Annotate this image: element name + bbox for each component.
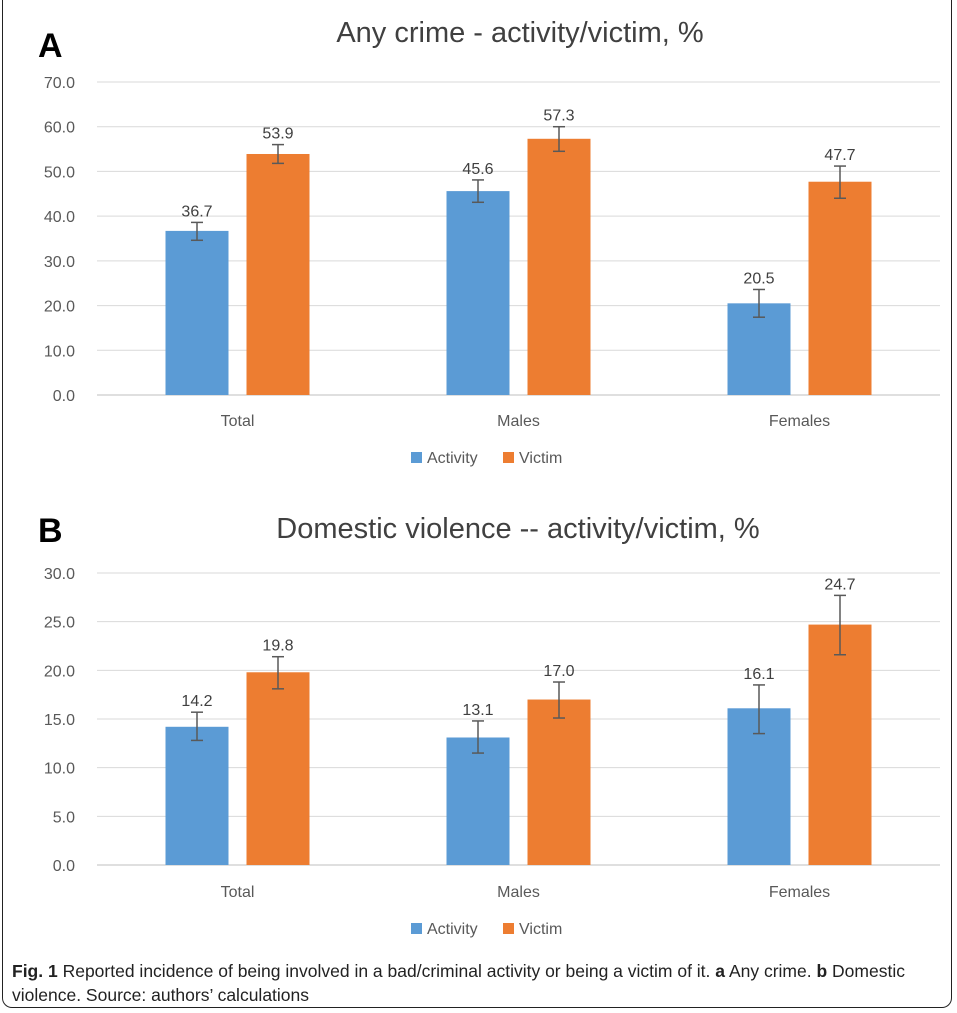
caption-b-label: b [816, 961, 828, 981]
y-tick-label: 20.0 [44, 299, 75, 316]
caption-b-text: Domestic violence. Source: authors’ calc… [12, 961, 905, 1005]
data-label: 53.9 [262, 126, 293, 143]
y-tick-label: 60.0 [44, 120, 75, 137]
bar-activity [727, 708, 791, 865]
bar-victim [246, 672, 310, 865]
y-tick-label: 70.0 [44, 75, 75, 92]
bar-activity [727, 303, 791, 395]
data-label: 13.1 [462, 702, 493, 719]
y-tick-label: 30.0 [44, 566, 75, 583]
bar-victim [808, 624, 872, 865]
y-tick-label: 0.0 [53, 388, 75, 405]
data-label: 24.7 [824, 576, 855, 593]
x-tick-label: Females [769, 884, 830, 901]
y-tick-label: 25.0 [44, 615, 75, 632]
y-tick-label: 10.0 [44, 761, 75, 778]
data-label: 47.7 [824, 147, 855, 164]
y-tick-label: 20.0 [44, 663, 75, 680]
y-tick-label: 5.0 [53, 809, 75, 826]
y-tick-label: 40.0 [44, 209, 75, 226]
legend-swatch-activity [411, 923, 422, 934]
data-label: 57.3 [543, 108, 574, 125]
panel-label: A [38, 27, 63, 65]
data-label: 16.1 [743, 666, 774, 683]
legend-label: Victim [519, 450, 562, 467]
x-tick-label: Females [769, 413, 830, 430]
caption-text: Reported incidence of being involved in … [62, 961, 711, 981]
bar-activity [165, 230, 229, 395]
chart-title: Domestic violence -- activity/victim, % [276, 513, 759, 545]
chart-panel-b: B Domestic violence -- activity/victim, %… [38, 512, 940, 938]
panel-label: B [38, 512, 63, 550]
legend-label: Activity [427, 921, 478, 938]
bar-activity [446, 191, 510, 395]
x-tick-label: Total [221, 413, 255, 430]
bar-victim [808, 181, 872, 395]
y-tick-label: 0.0 [53, 858, 75, 875]
bar-activity [165, 726, 229, 865]
y-tick-label: 30.0 [44, 254, 75, 271]
bar-victim [527, 138, 591, 395]
data-label: 36.7 [181, 203, 212, 220]
caption-a-text: Any crime. [728, 961, 812, 981]
y-tick-label: 15.0 [44, 712, 75, 729]
data-label: 19.8 [262, 638, 293, 655]
bar-victim [246, 153, 310, 395]
bar-activity [446, 737, 510, 865]
chart-panel-a: A Any crime - activity/victim, % 0.0 10.0 20… [38, 17, 940, 467]
legend-label: Activity [427, 450, 478, 467]
x-tick-label: Total [221, 884, 255, 901]
data-label: 45.6 [462, 161, 493, 178]
caption-a-label: a [715, 961, 726, 981]
x-tick-label: Males [497, 884, 540, 901]
data-label: 14.2 [181, 693, 212, 710]
legend-swatch-victim [503, 452, 514, 463]
x-tick-label: Males [497, 413, 540, 430]
legend-label: Victim [519, 921, 562, 938]
y-tick-label: 50.0 [44, 164, 75, 181]
chart-title: Any crime - activity/victim, % [336, 17, 703, 49]
bar-victim [527, 699, 591, 865]
data-label: 17.0 [543, 663, 574, 680]
data-label: 20.5 [743, 270, 774, 287]
legend-swatch-victim [503, 923, 514, 934]
figure-caption: Fig. 1 Reported incidence of being invol… [12, 959, 947, 1007]
y-tick-label: 10.0 [44, 343, 75, 360]
legend-swatch-activity [411, 452, 422, 463]
caption-label: Fig. 1 [12, 961, 58, 981]
